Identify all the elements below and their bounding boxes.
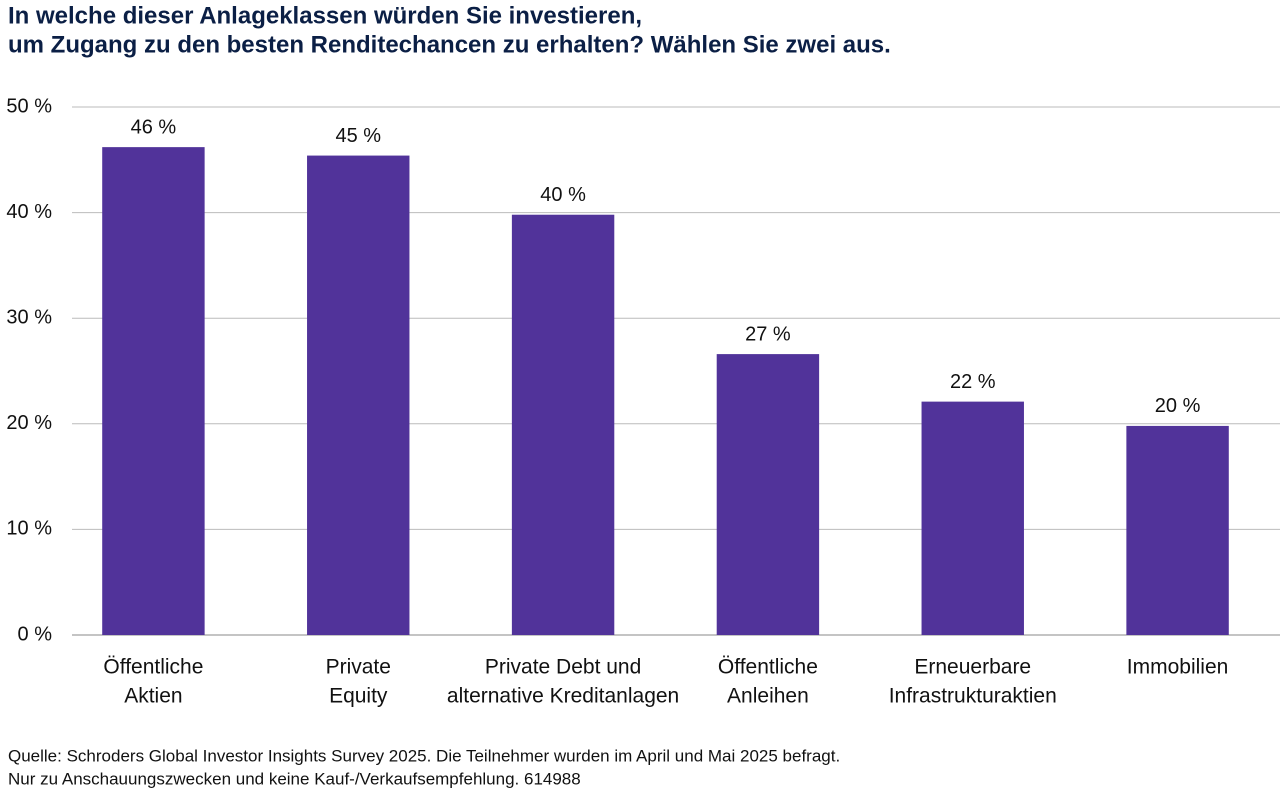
y-tick-label: 10 % — [6, 518, 52, 540]
value-label: 45 % — [335, 125, 381, 147]
value-label: 22 % — [950, 371, 996, 393]
bar — [1126, 425, 1229, 635]
y-tick-label: 20 % — [6, 412, 52, 434]
value-label: 40 % — [540, 184, 586, 206]
y-tick-label: 30 % — [6, 306, 52, 328]
bar — [716, 354, 820, 635]
x-tick-label: Öffentliche — [718, 656, 818, 679]
value-label: 46 % — [131, 116, 177, 138]
y-tick-label: 40 % — [6, 201, 52, 223]
bar — [307, 155, 410, 636]
chart-title: um Zugang zu den besten Renditechancen z… — [8, 31, 891, 58]
x-tick-label: Private — [326, 656, 391, 679]
bar — [921, 401, 1024, 635]
x-tick-label: Private Debt und — [485, 656, 641, 679]
x-tick-label: Erneuerbare — [914, 656, 1031, 679]
x-tick-label: Aktien — [124, 685, 182, 708]
bar — [102, 147, 205, 636]
disclaimer-note: Nur zu Anschauungszwecken und keine Kauf… — [8, 769, 581, 788]
source-note: Quelle: Schroders Global Investor Insigh… — [8, 746, 840, 765]
bar — [511, 214, 615, 635]
x-tick-label: Anleihen — [727, 685, 809, 708]
value-label: 27 % — [745, 323, 791, 345]
x-tick-label: Immobilien — [1127, 656, 1229, 679]
chart-title: In welche dieser Anlageklassen würden Si… — [8, 2, 642, 29]
x-tick-label: Öffentliche — [103, 656, 203, 679]
x-tick-label: Infrastrukturaktien — [889, 685, 1057, 708]
value-label: 20 % — [1155, 395, 1201, 417]
y-tick-label: 50 % — [6, 95, 52, 117]
y-tick-label: 0 % — [18, 623, 53, 645]
x-tick-label: Equity — [329, 685, 388, 708]
x-tick-label: alternative Kreditanlagen — [447, 685, 679, 708]
